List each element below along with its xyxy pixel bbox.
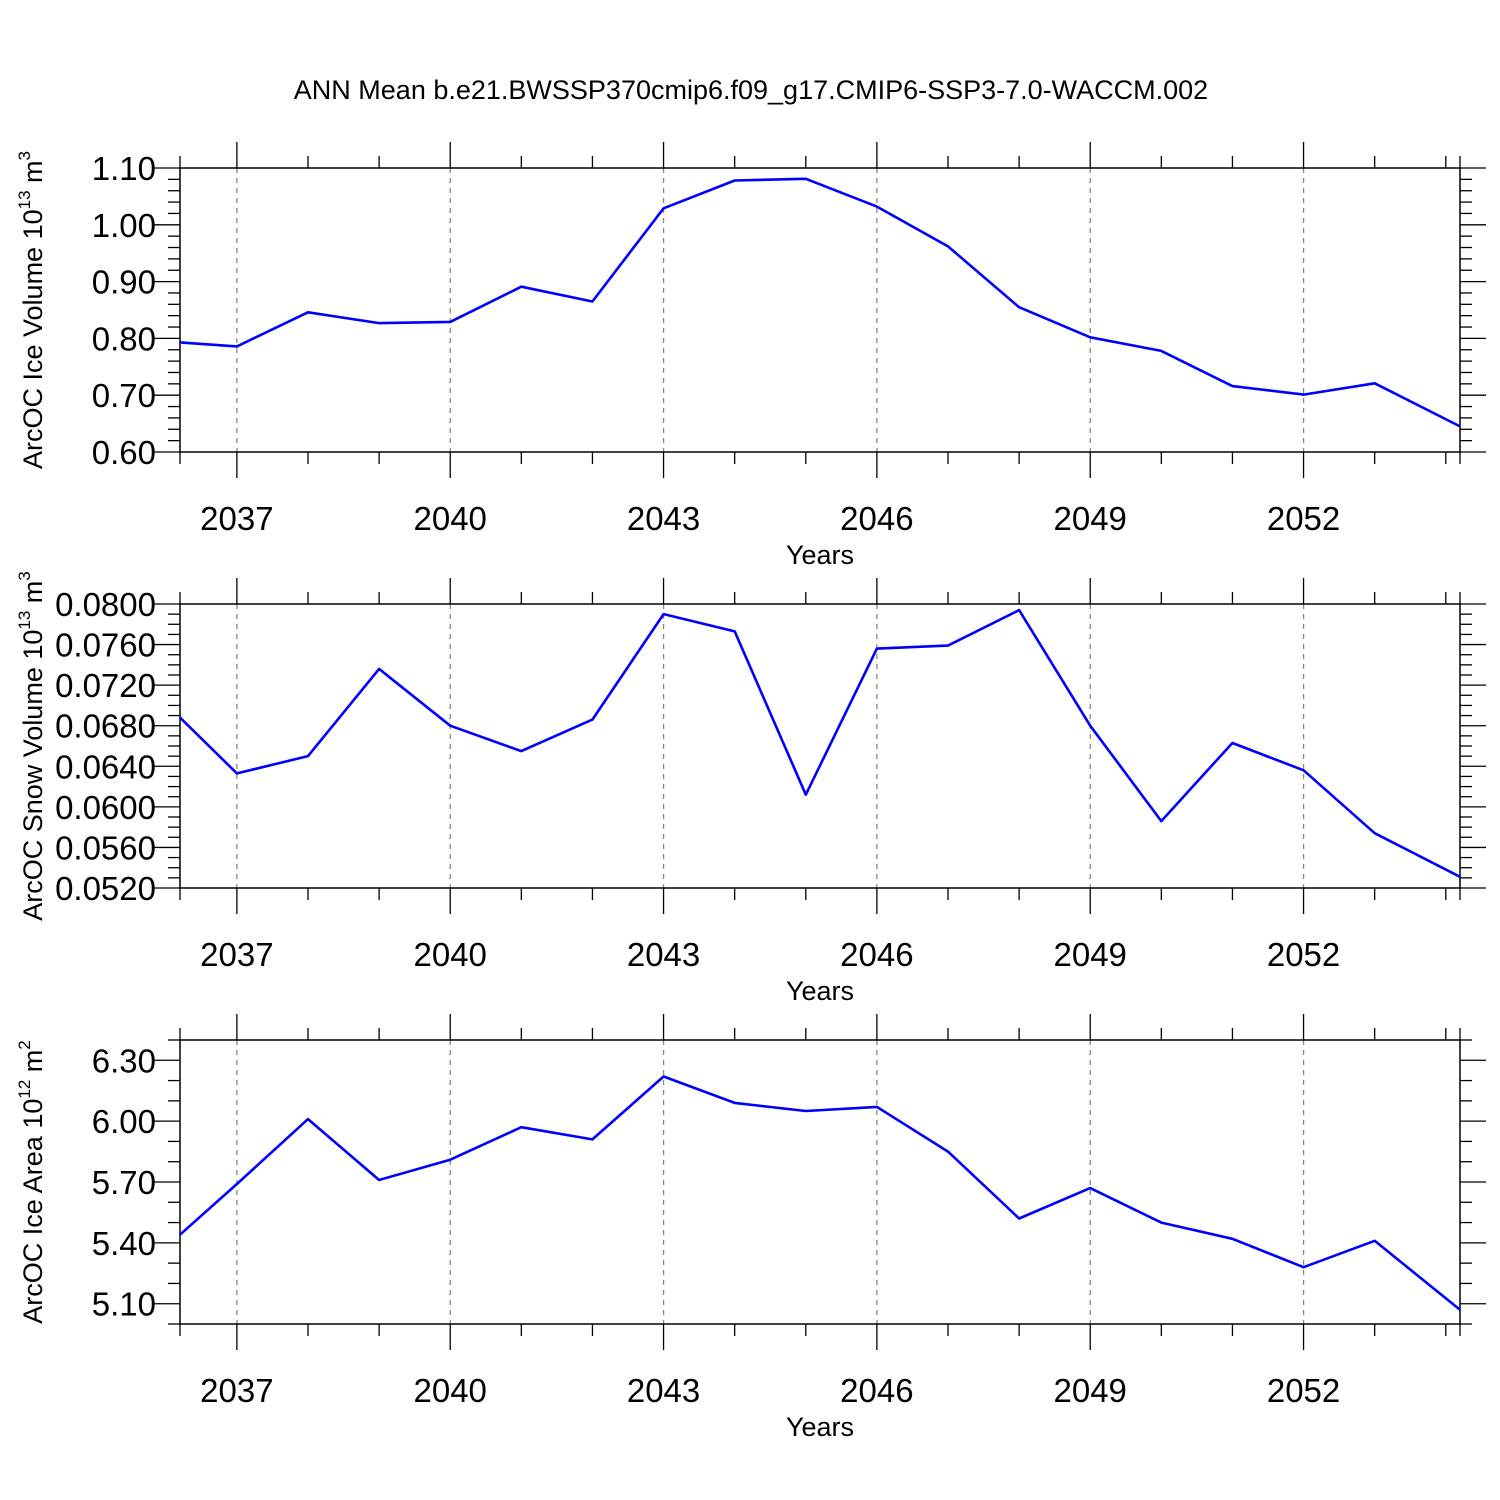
y-tick-label: 0.80: [92, 320, 156, 357]
x-tick-label: 2040: [414, 936, 487, 973]
panel-1: 2037 2040 2043 2046 2049 2052 Years 0.60 0.70 0.8…: [15, 142, 1486, 570]
x-axis-label: Years: [786, 976, 854, 1006]
x-tick-label: 2043: [627, 936, 700, 973]
x-tick-label: 2049: [1054, 936, 1127, 973]
y-tick-label: 0.0800: [55, 586, 156, 623]
x-tick-label: 2043: [627, 500, 700, 537]
y-tick-label: 5.10: [92, 1286, 156, 1323]
y-label-exponent: 13: [15, 190, 34, 209]
y-label-main: ArcOC Ice Volume 10: [18, 209, 48, 469]
y-tick-label: 0.0640: [55, 748, 156, 785]
y-tick-label: 1.10: [92, 150, 156, 187]
series-line: [179, 608, 1461, 878]
y-tick-label: 6.30: [92, 1042, 156, 1079]
y-axis-label: ArcOC Snow Volume 1013 m3: [15, 571, 48, 921]
x-tick-label: 2052: [1267, 1372, 1340, 1409]
y-label-unit-exponent: 2: [15, 1040, 34, 1049]
y-tick-label: 0.0720: [55, 667, 156, 704]
y-tick-label: 1.00: [92, 207, 156, 244]
x-tick-label: 2037: [200, 500, 273, 537]
y-tick-label: 0.0520: [55, 870, 156, 907]
y-tick-label: 6.00: [92, 1103, 156, 1140]
x-tick-label: 2040: [414, 1372, 487, 1409]
series-line: [179, 1075, 1461, 1311]
y-label-unit: m: [18, 160, 48, 190]
panel-3: 2037 2040 2043 2046 2049 2052 Years 5.10 5.40 5.7…: [15, 1014, 1486, 1442]
series-line: [179, 177, 1461, 428]
x-tick-label: 2037: [200, 1372, 273, 1409]
y-label-unit-exponent: 3: [15, 151, 34, 160]
y-tick-label: 0.60: [92, 434, 156, 471]
y-label-unit: m: [18, 1050, 48, 1080]
x-tick-label: 2046: [840, 936, 913, 973]
plot-frame: [179, 603, 1461, 889]
y-tick-label: 0.70: [92, 377, 156, 414]
y-axis-label: ArcOC Ice Area 1012 m2: [15, 1040, 48, 1324]
x-tick-label: 2046: [840, 500, 913, 537]
y-label-unit-exponent: 3: [15, 571, 34, 580]
plot-frame: [179, 1039, 1461, 1325]
chart-title: ANN Mean b.e21.BWSSP370cmip6.f09_g17.CMI…: [294, 75, 1208, 105]
x-tick-label: 2049: [1054, 500, 1127, 537]
x-tick-label: 2037: [200, 936, 273, 973]
y-tick-label: 0.90: [92, 264, 156, 301]
plot-frame: [179, 167, 1461, 453]
x-tick-label: 2046: [840, 1372, 913, 1409]
y-label-main: ArcOC Snow Volume 10: [18, 630, 48, 921]
y-label-unit: m: [18, 581, 48, 611]
x-tick-label: 2043: [627, 1372, 700, 1409]
y-tick-label: 5.70: [92, 1164, 156, 1201]
y-tick-label: 0.0560: [55, 829, 156, 866]
y-label-exponent: 13: [15, 611, 34, 630]
panel-2: 2037 2040 2043 2046 2049 2052 Years 0.0520 0.056…: [15, 571, 1486, 1006]
x-tick-label: 2040: [414, 500, 487, 537]
y-tick-label: 5.40: [92, 1225, 156, 1262]
y-label-exponent: 12: [15, 1080, 34, 1099]
y-label-main: ArcOC Ice Area 10: [18, 1099, 48, 1324]
y-tick-label: 0.0680: [55, 708, 156, 745]
y-axis-label: ArcOC Ice Volume 1013 m3: [15, 151, 48, 469]
x-tick-label: 2049: [1054, 1372, 1127, 1409]
x-tick-label: 2052: [1267, 936, 1340, 973]
x-axis-label: Years: [786, 1412, 854, 1442]
y-tick-label: 0.0760: [55, 627, 156, 664]
x-tick-label: 2052: [1267, 500, 1340, 537]
x-axis-label: Years: [786, 540, 854, 570]
y-tick-label: 0.0600: [55, 789, 156, 826]
